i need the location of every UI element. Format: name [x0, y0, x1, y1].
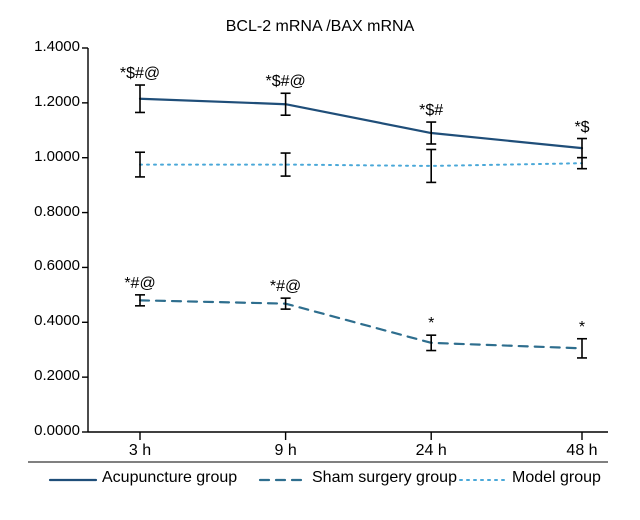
chart-plot	[0, 0, 640, 520]
y-tick-label: 1.0000	[20, 148, 80, 165]
y-tick-label: 0.2000	[20, 367, 80, 384]
legend-item: Sham surgery group	[312, 469, 457, 487]
point-annotation: *$#@	[265, 73, 305, 91]
x-tick-label: 24 h	[416, 442, 447, 460]
x-tick-label: 9 h	[274, 442, 296, 460]
y-tick-label: 0.6000	[20, 257, 80, 274]
y-tick-label: 0.8000	[20, 203, 80, 220]
y-tick-label: 1.2000	[20, 93, 80, 110]
legend-item: Model group	[512, 469, 601, 487]
x-tick-label: 3 h	[129, 442, 151, 460]
legend-item: Acupuncture group	[102, 469, 237, 487]
point-annotation: *$#	[419, 102, 443, 120]
y-tick-label: 0.4000	[20, 312, 80, 329]
point-annotation: *$#@	[120, 65, 160, 83]
point-annotation: *	[579, 319, 585, 337]
point-annotation: *#@	[270, 278, 301, 296]
x-tick-label: 48 h	[566, 442, 597, 460]
point-annotation: *$	[574, 119, 589, 137]
y-tick-label: 0.0000	[20, 422, 80, 439]
point-annotation: *	[428, 315, 434, 333]
y-tick-label: 1.4000	[20, 38, 80, 55]
point-annotation: *#@	[124, 275, 155, 293]
